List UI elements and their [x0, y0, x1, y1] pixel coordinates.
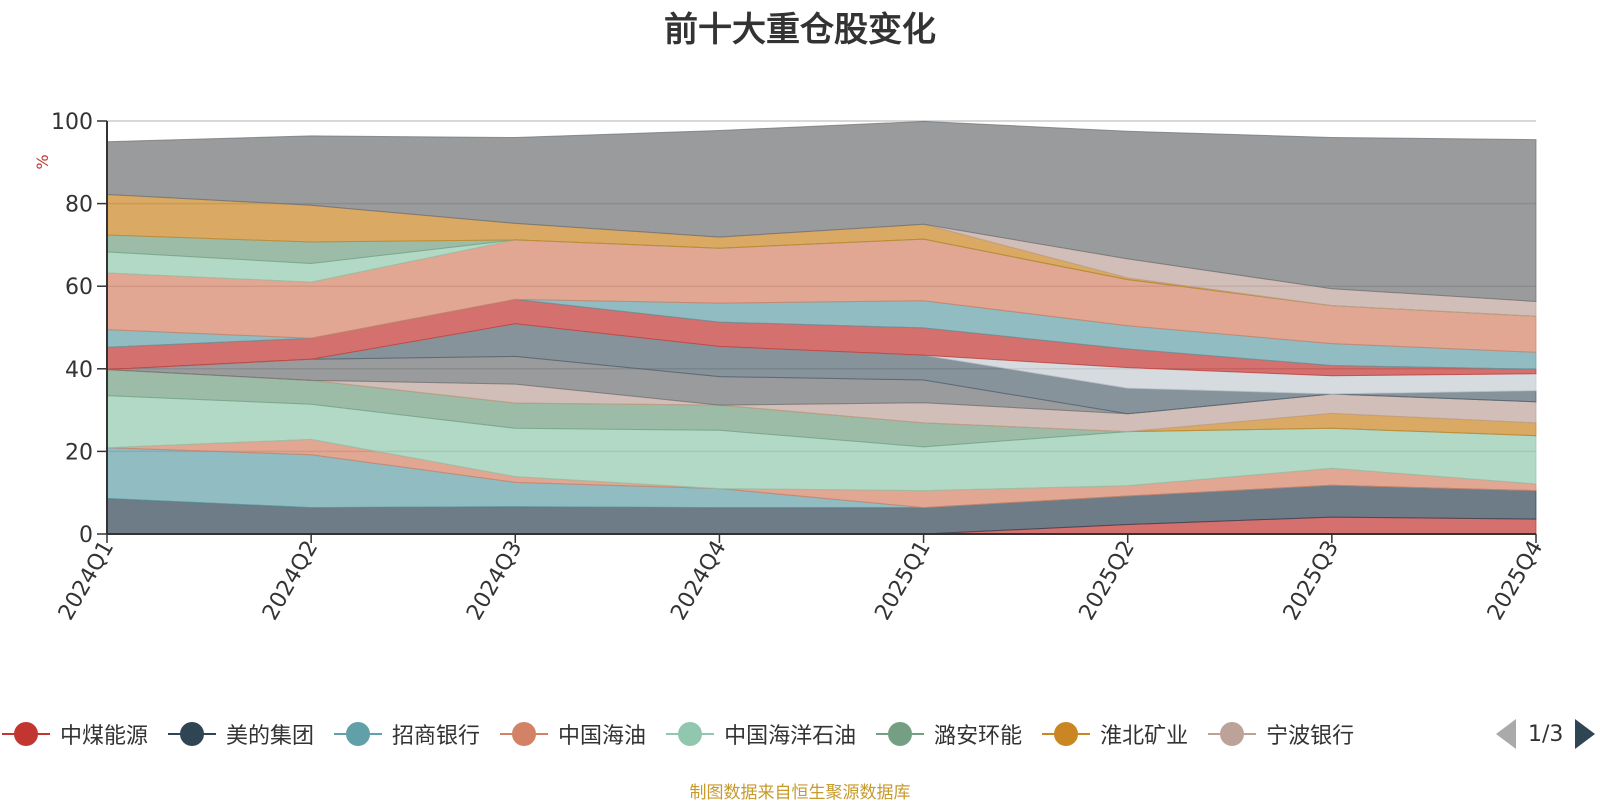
- y-tick-label: 60: [65, 275, 93, 300]
- y-axis-label: %: [33, 154, 52, 169]
- legend-marker-icon: [874, 722, 926, 746]
- x-tick-label: 2025Q2: [1075, 537, 1140, 625]
- area-layer: 中煤能源美的集团招商银行中国海油中国海洋石油潞安环能淮北矿业宁波银行平安银行长江…: [106, 120, 1537, 535]
- legend-marker-icon: [664, 722, 716, 746]
- y-tick-label: 20: [65, 440, 93, 465]
- legend-label: 中国海油: [558, 724, 647, 749]
- legend-label: 中煤能源: [60, 724, 149, 749]
- x-tick-label: 2024Q2: [258, 537, 323, 625]
- x-tick-label: 2025Q3: [1279, 537, 1344, 625]
- y-tick-label: 100: [51, 110, 93, 135]
- legend-marker-icon: [166, 722, 218, 746]
- legend-marker-icon: [1040, 722, 1092, 746]
- legend-label: 中国海洋石油: [724, 724, 857, 749]
- area-series-19[interactable]: 中国平安: [106, 120, 1537, 303]
- legend-prev-page-button[interactable]: [1496, 719, 1516, 749]
- y-tick-label: 0: [79, 523, 93, 548]
- x-tick-label: 2024Q3: [462, 537, 527, 625]
- legend-label: 潞安环能: [934, 724, 1023, 749]
- legend-marker-icon: [498, 722, 550, 746]
- x-tick-label: 2025Q4: [1483, 537, 1548, 625]
- source-note: 制图数据来自恒生聚源数据库: [689, 783, 911, 803]
- legend: 中煤能源 美的集团 招商银行 中国海油 中国海洋石油 潞安环能 淮北矿业 宁波银行: [0, 714, 1600, 754]
- legend-label: 招商银行: [392, 724, 481, 749]
- legend-item[interactable]: 招商银行: [332, 714, 480, 754]
- y-tick-label: 40: [65, 358, 93, 383]
- legend-next-page-button[interactable]: [1575, 719, 1596, 749]
- legend-item[interactable]: 淮北矿业: [1040, 714, 1188, 754]
- x-tick-label: 2024Q1: [54, 537, 119, 625]
- legend-item[interactable]: 中国海油: [498, 714, 646, 754]
- y-tick-label: 80: [65, 193, 93, 218]
- legend-item[interactable]: 中煤能源: [0, 714, 148, 754]
- legend-pager: 1/3: [1496, 714, 1596, 754]
- legend-item[interactable]: 中国海洋石油: [664, 714, 856, 754]
- x-tick-label: 2025Q1: [870, 537, 935, 625]
- legend-marker-icon: [332, 722, 384, 746]
- legend-marker-icon: [1206, 722, 1258, 746]
- legend-label: 淮北矿业: [1100, 724, 1189, 749]
- legend-marker-icon: [0, 722, 52, 746]
- legend-label: 美的集团: [226, 724, 315, 749]
- legend-item[interactable]: 宁波银行: [1206, 714, 1354, 754]
- legend-item[interactable]: 美的集团: [166, 714, 314, 754]
- legend-page-indicator: 1/3: [1528, 721, 1564, 747]
- chart-title: 前十大重仓股变化: [664, 10, 936, 50]
- x-tick-label: 2024Q4: [666, 537, 731, 625]
- legend-label: 宁波银行: [1266, 724, 1355, 749]
- legend-item[interactable]: 潞安环能: [874, 714, 1022, 754]
